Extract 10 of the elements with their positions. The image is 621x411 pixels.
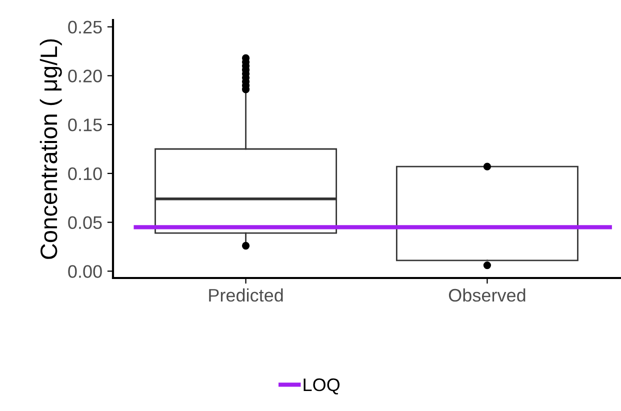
y-tick-label: 0.15 [68,118,102,132]
y-axis-title: Concentration ( μg/L) [40,39,62,259]
y-tick-label: 0.25 [68,20,102,34]
legend-label: LOQ [304,378,340,394]
y-tick-label: 0.20 [68,70,102,82]
y-tick-label: 0.05 [68,216,102,230]
x-tick-label: Observed [448,288,526,302]
x-tick-label: Predicted [209,288,283,302]
y-tick-label: 0.00 [68,265,102,278]
y-tick-label: 0.10 [68,167,102,180]
